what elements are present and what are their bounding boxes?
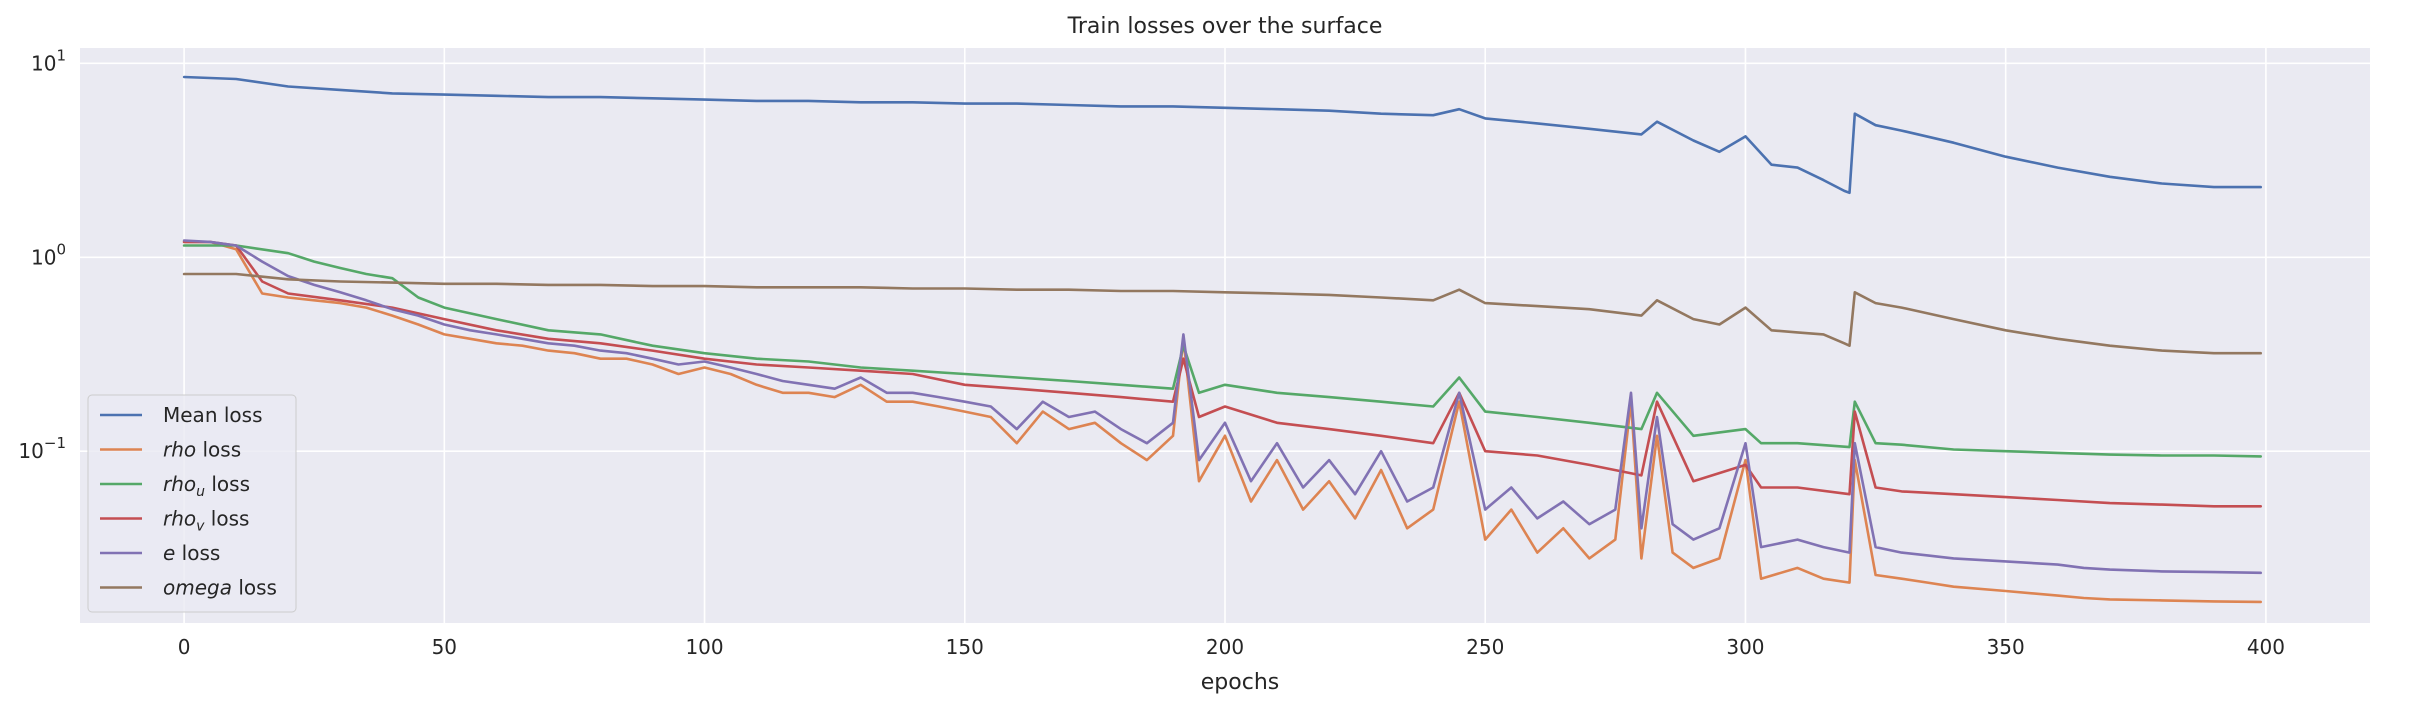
x-tick-label: 200 [1206, 635, 1244, 659]
x-tick-label: 250 [1466, 635, 1504, 659]
x-tick-label: 300 [1726, 635, 1764, 659]
legend-entry-part: rho [163, 472, 196, 496]
series-line-e-loss [182, 239, 2262, 575]
legend-entry-part: loss [175, 541, 220, 565]
y-tick-exponent: −1 [44, 434, 66, 452]
legend-entry-part: omega [163, 576, 232, 600]
legend-entry-part: rho [163, 507, 196, 531]
series-line-omega-loss [182, 272, 2262, 355]
legend-entry-part: loss [204, 507, 249, 531]
x-tick-label: 400 [2247, 635, 2285, 659]
y-tick-base: 10 [31, 51, 56, 75]
x-axis-label: epochs [1201, 670, 1279, 695]
y-tick-label: 10−1 [18, 434, 66, 463]
legend-entry-label: e loss [163, 541, 220, 565]
y-tick-label: 101 [31, 46, 66, 75]
x-tick-label: 50 [432, 635, 457, 659]
legend-entry-label: rhou loss [163, 472, 250, 500]
y-tick-exponent: 1 [56, 46, 66, 64]
y-tick-exponent: 0 [56, 240, 66, 258]
series-line-rho-loss [182, 240, 2262, 604]
series-layer [182, 75, 2262, 604]
series-line-rho-u-loss [182, 244, 2262, 458]
x-tick-label: 150 [946, 635, 984, 659]
legend-entry-part: v [196, 519, 205, 535]
series-line-rho-v-loss [182, 240, 2262, 508]
legend-entry-label: Mean loss [163, 403, 262, 427]
legend-entry-part: rho [163, 438, 196, 462]
y-tick-base: 10 [31, 245, 56, 269]
series-line-mean-loss [182, 75, 2262, 195]
legend-entry-part: loss [205, 472, 250, 496]
x-axis: 0 50 100 150 200 250 300 350 400 [178, 635, 2285, 659]
x-tick-label: 0 [178, 635, 191, 659]
legend-entry-part: u [196, 484, 205, 500]
legend-entry-label: rhov loss [163, 507, 249, 535]
legend-entry-part: loss [196, 438, 241, 462]
y-tick-base: 10 [18, 439, 43, 463]
legend-entry-label: omega loss [163, 576, 277, 600]
chart-title: Train losses over the surface [1067, 14, 1383, 39]
x-tick-label: 350 [1987, 635, 2025, 659]
legend-entry-label: rho loss [163, 438, 241, 462]
x-tick-label: 100 [685, 635, 723, 659]
legend-entry-part: Mean loss [163, 403, 262, 427]
legend-entry-part: e [163, 541, 175, 565]
y-tick-label: 100 [31, 240, 66, 269]
legend-entry-part: loss [232, 576, 277, 600]
